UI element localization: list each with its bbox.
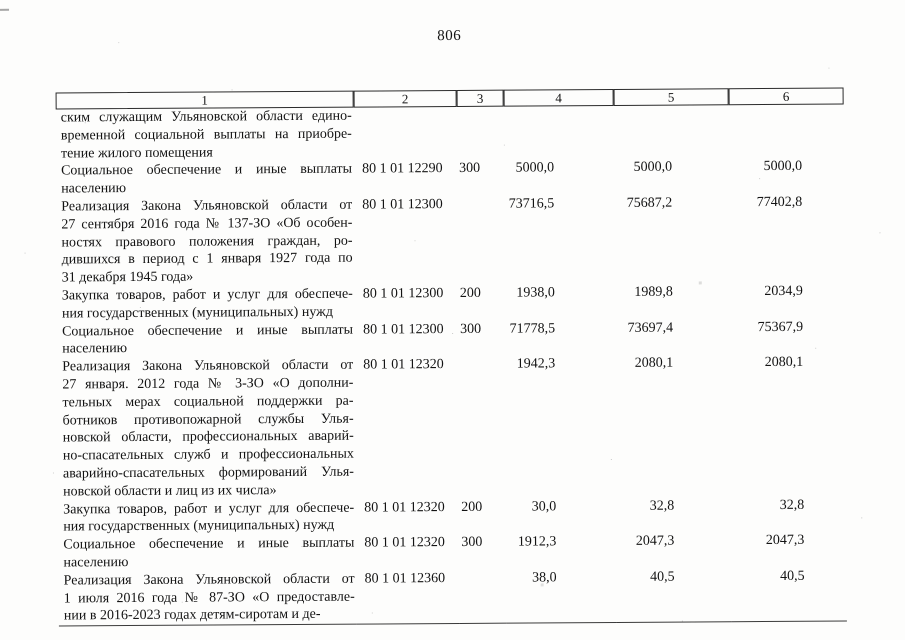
row-expense-type-cell: 300 (460, 321, 482, 337)
row-amount-cell-1: 1938,0 (516, 285, 555, 301)
row-amount-cell-1: 1912,3 (517, 534, 557, 550)
row-amount-cell-1: 73716,5 (508, 196, 555, 212)
column-header-4: 4 (503, 88, 614, 107)
row-amount-cell-2: 1989,8 (634, 284, 673, 300)
row-amount-cell-3: 2047,3 (765, 532, 805, 549)
row-expense-type-cell: 300 (461, 534, 483, 551)
page-number: 806 (437, 27, 462, 45)
row-amount-cell-1: 1942,3 (516, 356, 556, 372)
table-row: Социальное обеспечение и иные выплаты нас… (56, 158, 844, 199)
row-amount-cell-1: 71778,5 (509, 320, 556, 337)
row-expense-type-cell (457, 196, 505, 285)
row-amount-cell-2: 75687,2 (626, 195, 673, 211)
row-amount-cell-2: 5000,0 (633, 160, 673, 176)
row-expense-type-cell (459, 569, 507, 625)
table-row: Закупка товаров, работ и услуг для обесп… (57, 283, 845, 324)
row-name-cell: Социальное обеспечение и иные выплаты нас… (63, 535, 355, 571)
table-row: Реализация Закона Ульяновской области от… (56, 194, 845, 288)
row-name-cell: Социальное обеспечение и иные выплаты нас… (62, 322, 354, 357)
column-header-2: 2 (353, 89, 457, 108)
row-name-cell: Реализация Закона Ульяновской области от… (61, 197, 353, 286)
row-name-cell: Социальное обеспечение и иные выплаты нас… (61, 162, 353, 197)
table-row: Закупка товаров, работ и услуг для обесп… (58, 496, 846, 537)
row-amount-cell-1: 5000,0 (515, 160, 555, 176)
row-code-cell: 80 1 01 12320 (363, 357, 444, 373)
table-row: Реализация Закона Ульяновской области от… (57, 354, 846, 501)
row-name-cell: Реализация Закона Ульяновской области от… (58, 570, 357, 627)
budget-table: 1 2 3 4 5 6 ским служащим Ульяновской об… (55, 87, 847, 627)
row-code-cell: 80 1 01 12300 (362, 286, 444, 302)
column-header-3: 3 (456, 89, 504, 107)
table-row: Реализация Закона Ульяновской области от… (58, 567, 847, 627)
column-header-6: 6 (728, 87, 844, 106)
row-amount-cell-3: 5000,0 (763, 159, 803, 175)
table-row: Социальное обеспечение и иные выплаты нас… (57, 318, 845, 359)
row-amount-cell-2 (614, 105, 729, 159)
row-amount-cell-3: 2080,1 (764, 354, 804, 371)
row-expense-type-cell: 200 (459, 285, 481, 301)
row-amount-cell-2: 40,5 (616, 567, 732, 624)
row-code-cell: 80 1 01 12320 (364, 499, 445, 516)
table-row: ским служащим Ульяновской области едино-… (56, 105, 844, 163)
row-name-cell: ским служащим Ульяновской области едино-… (60, 108, 352, 162)
row-code-cell: 80 1 01 12290 (362, 161, 443, 177)
row-code-cell: 80 1 01 12300 (362, 197, 443, 213)
row-amount-cell-2: 2047,3 (635, 533, 675, 549)
row-expense-type-cell: 200 (461, 499, 483, 515)
row-code-cell: 80 1 01 12300 (363, 321, 444, 338)
column-header-1: 1 (55, 90, 354, 110)
row-amount-cell-3: 77402,8 (756, 194, 803, 211)
row-expense-type-cell: 300 (459, 161, 481, 177)
row-amount-cell-1: 30,0 (531, 498, 557, 515)
row-code-cell (354, 107, 457, 161)
row-amount-cell-3: 32,8 (779, 497, 805, 513)
column-header-5: 5 (613, 88, 729, 106)
row-name-cell: Закупка товаров, работ и услуг для обесп… (63, 500, 355, 535)
table-body: ским служащим Ульяновской области едино-… (56, 105, 847, 627)
row-name-cell: Закупка товаров, работ и услуг для обесп… (61, 286, 353, 322)
row-amount-cell-3: 2034,9 (764, 283, 803, 300)
row-expense-type-cell (457, 107, 504, 161)
row-amount-cell-2: 73697,4 (627, 320, 674, 336)
row-name-cell: Реализация Закона Ульяновской области от… (62, 357, 355, 500)
row-amount-cell-3 (729, 105, 844, 159)
row-expense-type-cell (458, 356, 506, 499)
row-code-cell: 80 1 01 12360 (356, 569, 460, 625)
row-code-cell: 80 1 01 12320 (364, 535, 445, 551)
row-amount-cell-3: 40,5 (731, 567, 847, 623)
row-amount-cell-3: 75367,9 (757, 319, 804, 335)
row-amount-cell-2: 2080,1 (634, 355, 674, 372)
row-amount-cell-1: 38,0 (506, 568, 617, 624)
table-row: Социальное обеспечение и иные выплаты нас… (58, 532, 846, 573)
row-amount-cell-2: 32,8 (649, 498, 675, 514)
scan-edge-artifact (0, 8, 10, 11)
row-amount-cell-1 (504, 106, 614, 160)
